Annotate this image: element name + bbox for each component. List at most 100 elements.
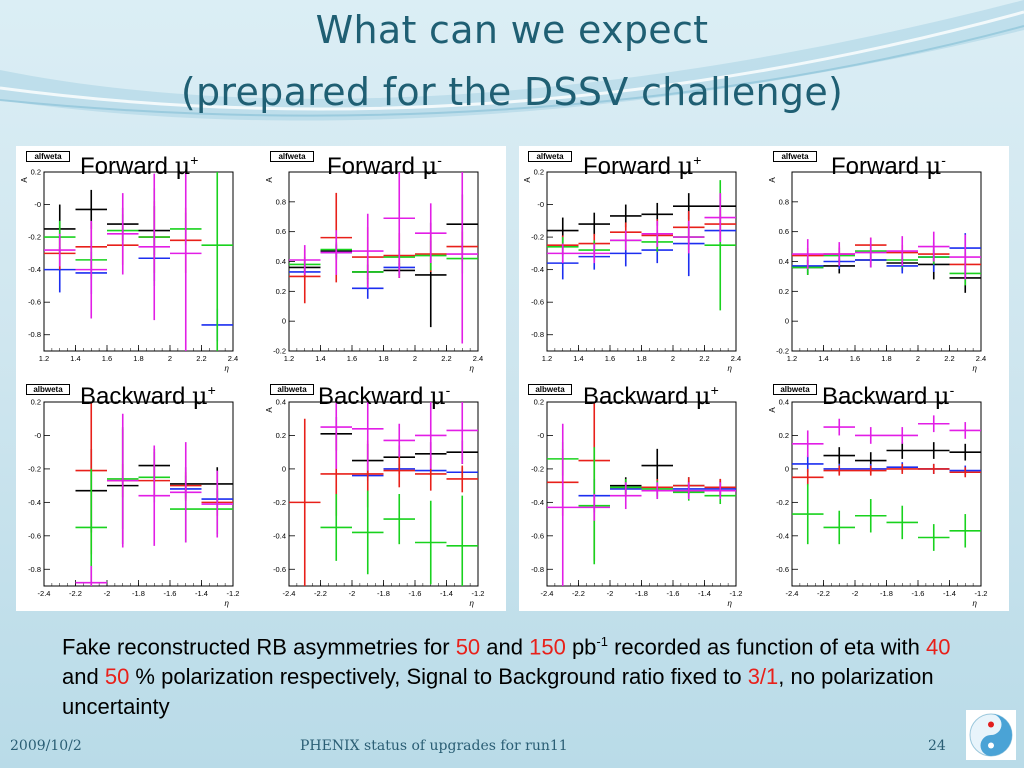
- y-tick-label: -0.2: [28, 233, 41, 242]
- x-tick-label: 1.8: [378, 354, 388, 363]
- plot-backward-mu-minus-a: -2.4 -2.2 -2 -1.8 -1.6 -1.4 -1.2 0.4 0.2 0 -0.2 -0.…: [265, 398, 484, 609]
- y-tick-label: 0.4: [276, 398, 286, 407]
- y-tick-label: 0.4: [779, 257, 789, 266]
- x-axis-label: η: [973, 599, 978, 608]
- y-tick-label: 0: [785, 317, 789, 326]
- x-axis-label: η: [470, 364, 475, 373]
- x-tick-label: -1.2: [730, 589, 743, 598]
- y-tick-label: 0.2: [534, 398, 544, 407]
- x-tick-label: -1.4: [698, 589, 711, 598]
- y-tick-label: -0: [34, 200, 41, 209]
- slide-title-line1: What can we expect: [315, 8, 709, 52]
- y-tick-label: -0.6: [273, 565, 286, 574]
- x-tick-label: 2: [168, 354, 172, 363]
- y-tick-label: -0.8: [28, 565, 41, 574]
- y-tick-label: 0.6: [276, 227, 286, 236]
- series-magenta: [792, 231, 981, 280]
- panel-title-forward-plus: Forward μ+: [583, 152, 702, 180]
- x-tick-label: -1.8: [880, 589, 893, 598]
- slide-caption: Fake reconstructed RB asymmetries for 50…: [62, 634, 951, 720]
- y-axis-label: A: [768, 407, 777, 413]
- x-tick-label: 2: [671, 354, 675, 363]
- y-tick-label: -0.2: [776, 498, 789, 507]
- plot-frame: [791, 401, 982, 587]
- y-axis-label: A: [523, 177, 532, 183]
- x-axis-label: η: [470, 599, 475, 608]
- x-tick-label: -1.2: [975, 589, 988, 598]
- x-tick-label: 1.8: [636, 354, 646, 363]
- x-tick-label: 2.4: [731, 354, 741, 363]
- y-tick-label: 0.8: [779, 197, 789, 206]
- plot-tag: albweta: [270, 384, 314, 395]
- x-tick-label: -1.8: [132, 589, 145, 598]
- x-tick-label: 2.4: [473, 354, 483, 363]
- panel-title-backward-plus: Backward μ+: [583, 382, 719, 410]
- x-tick-label: 1.6: [605, 354, 615, 363]
- y-tick-label: -0.4: [28, 265, 41, 274]
- series-black: [823, 442, 981, 469]
- series-magenta: [289, 172, 478, 344]
- plot-frame: [546, 401, 737, 587]
- x-tick-label: -1.4: [943, 589, 956, 598]
- y-tick-label: 0.8: [276, 197, 286, 206]
- y-tick-label: -0.8: [531, 330, 544, 339]
- plot-tag: alfweta: [773, 151, 817, 162]
- y-tick-label: -0.4: [531, 265, 544, 274]
- plot-backward-mu-minus-b: -2.4 -2.2 -2 -1.8 -1.6 -1.4 -1.2 0.4 0.2 0 -0.2 -0.…: [768, 398, 988, 609]
- x-tick-label: -2.2: [817, 589, 830, 598]
- x-tick-label: -2: [852, 589, 859, 598]
- plot-tag: albweta: [528, 384, 572, 395]
- panel-title-backward-minus: Backward μ-: [822, 382, 955, 410]
- x-tick-label: 1.6: [347, 354, 357, 363]
- x-axis-label: η: [973, 364, 978, 373]
- plot-frame: [43, 171, 234, 352]
- x-tick-label: -2.2: [314, 589, 327, 598]
- y-tick-label: -0.8: [531, 565, 544, 574]
- y-axis-label: A: [20, 177, 29, 183]
- y-tick-label: 0.2: [779, 287, 789, 296]
- y-tick-label: -0.2: [273, 347, 286, 356]
- y-tick-label: -0.2: [531, 464, 544, 473]
- x-tick-label: 1.4: [315, 354, 325, 363]
- plot-backward-mu-plus-a: -2.4 -2.2 -2 -1.8 -1.6 -1.4 -1.2 0.2 -0 -0.2 -0.4 -…: [28, 398, 240, 609]
- x-tick-label: -1.2: [227, 589, 240, 598]
- x-tick-label: 1.2: [284, 354, 294, 363]
- x-tick-label: 2: [916, 354, 920, 363]
- footer-page-number: 24: [928, 738, 946, 754]
- series-green: [792, 483, 981, 551]
- y-tick-label: -0.8: [28, 330, 41, 339]
- plot-forward-mu-minus-a: 1.2 1.4 1.6 1.8 2 2.2 2.4 0.8 0.6 0.4 0.2 0 -0.2 η A: [265, 171, 483, 373]
- x-tick-label: 1.4: [818, 354, 828, 363]
- x-tick-label: 2.4: [228, 354, 238, 363]
- plot-frame: [546, 171, 737, 352]
- series-magenta: [320, 402, 478, 471]
- x-tick-label: -1.4: [440, 589, 453, 598]
- x-tick-label: 2: [413, 354, 417, 363]
- y-tick-label: 0.2: [31, 398, 41, 407]
- plot-frame: [791, 171, 982, 352]
- x-axis-label: η: [728, 364, 733, 373]
- y-tick-label: -0.6: [531, 298, 544, 307]
- x-tick-label: -1.6: [912, 589, 925, 598]
- y-tick-label: -0.2: [776, 347, 789, 356]
- series-magenta: [44, 172, 202, 351]
- x-tick-label: -2: [607, 589, 614, 598]
- panel-title-backward-plus: Backward μ+: [80, 382, 216, 410]
- plot-forward-mu-minus-b: 1.2 1.4 1.6 1.8 2 2.2 2.4 0.8 0.6 0.4 0.2 0 -0.2 η A: [768, 171, 986, 373]
- x-tick-label: -1.8: [377, 589, 390, 598]
- y-tick-label: -0.4: [28, 498, 41, 507]
- x-tick-label: -2.4: [283, 589, 296, 598]
- panel-title-forward-minus: Forward μ-: [831, 152, 946, 180]
- x-tick-label: -1.6: [667, 589, 680, 598]
- y-tick-label: -0: [537, 431, 544, 440]
- x-tick-label: 2.2: [944, 354, 954, 363]
- plot-frame: [288, 171, 479, 352]
- series-magenta: [792, 415, 981, 458]
- x-tick-label: 2.4: [976, 354, 986, 363]
- x-tick-label: 1.6: [850, 354, 860, 363]
- footer-title: PHENIX status of upgrades for run11: [300, 738, 568, 754]
- x-tick-label: 1.2: [39, 354, 49, 363]
- x-tick-label: -1.8: [635, 589, 648, 598]
- series-red: [792, 463, 981, 486]
- y-axis-label: A: [768, 177, 777, 183]
